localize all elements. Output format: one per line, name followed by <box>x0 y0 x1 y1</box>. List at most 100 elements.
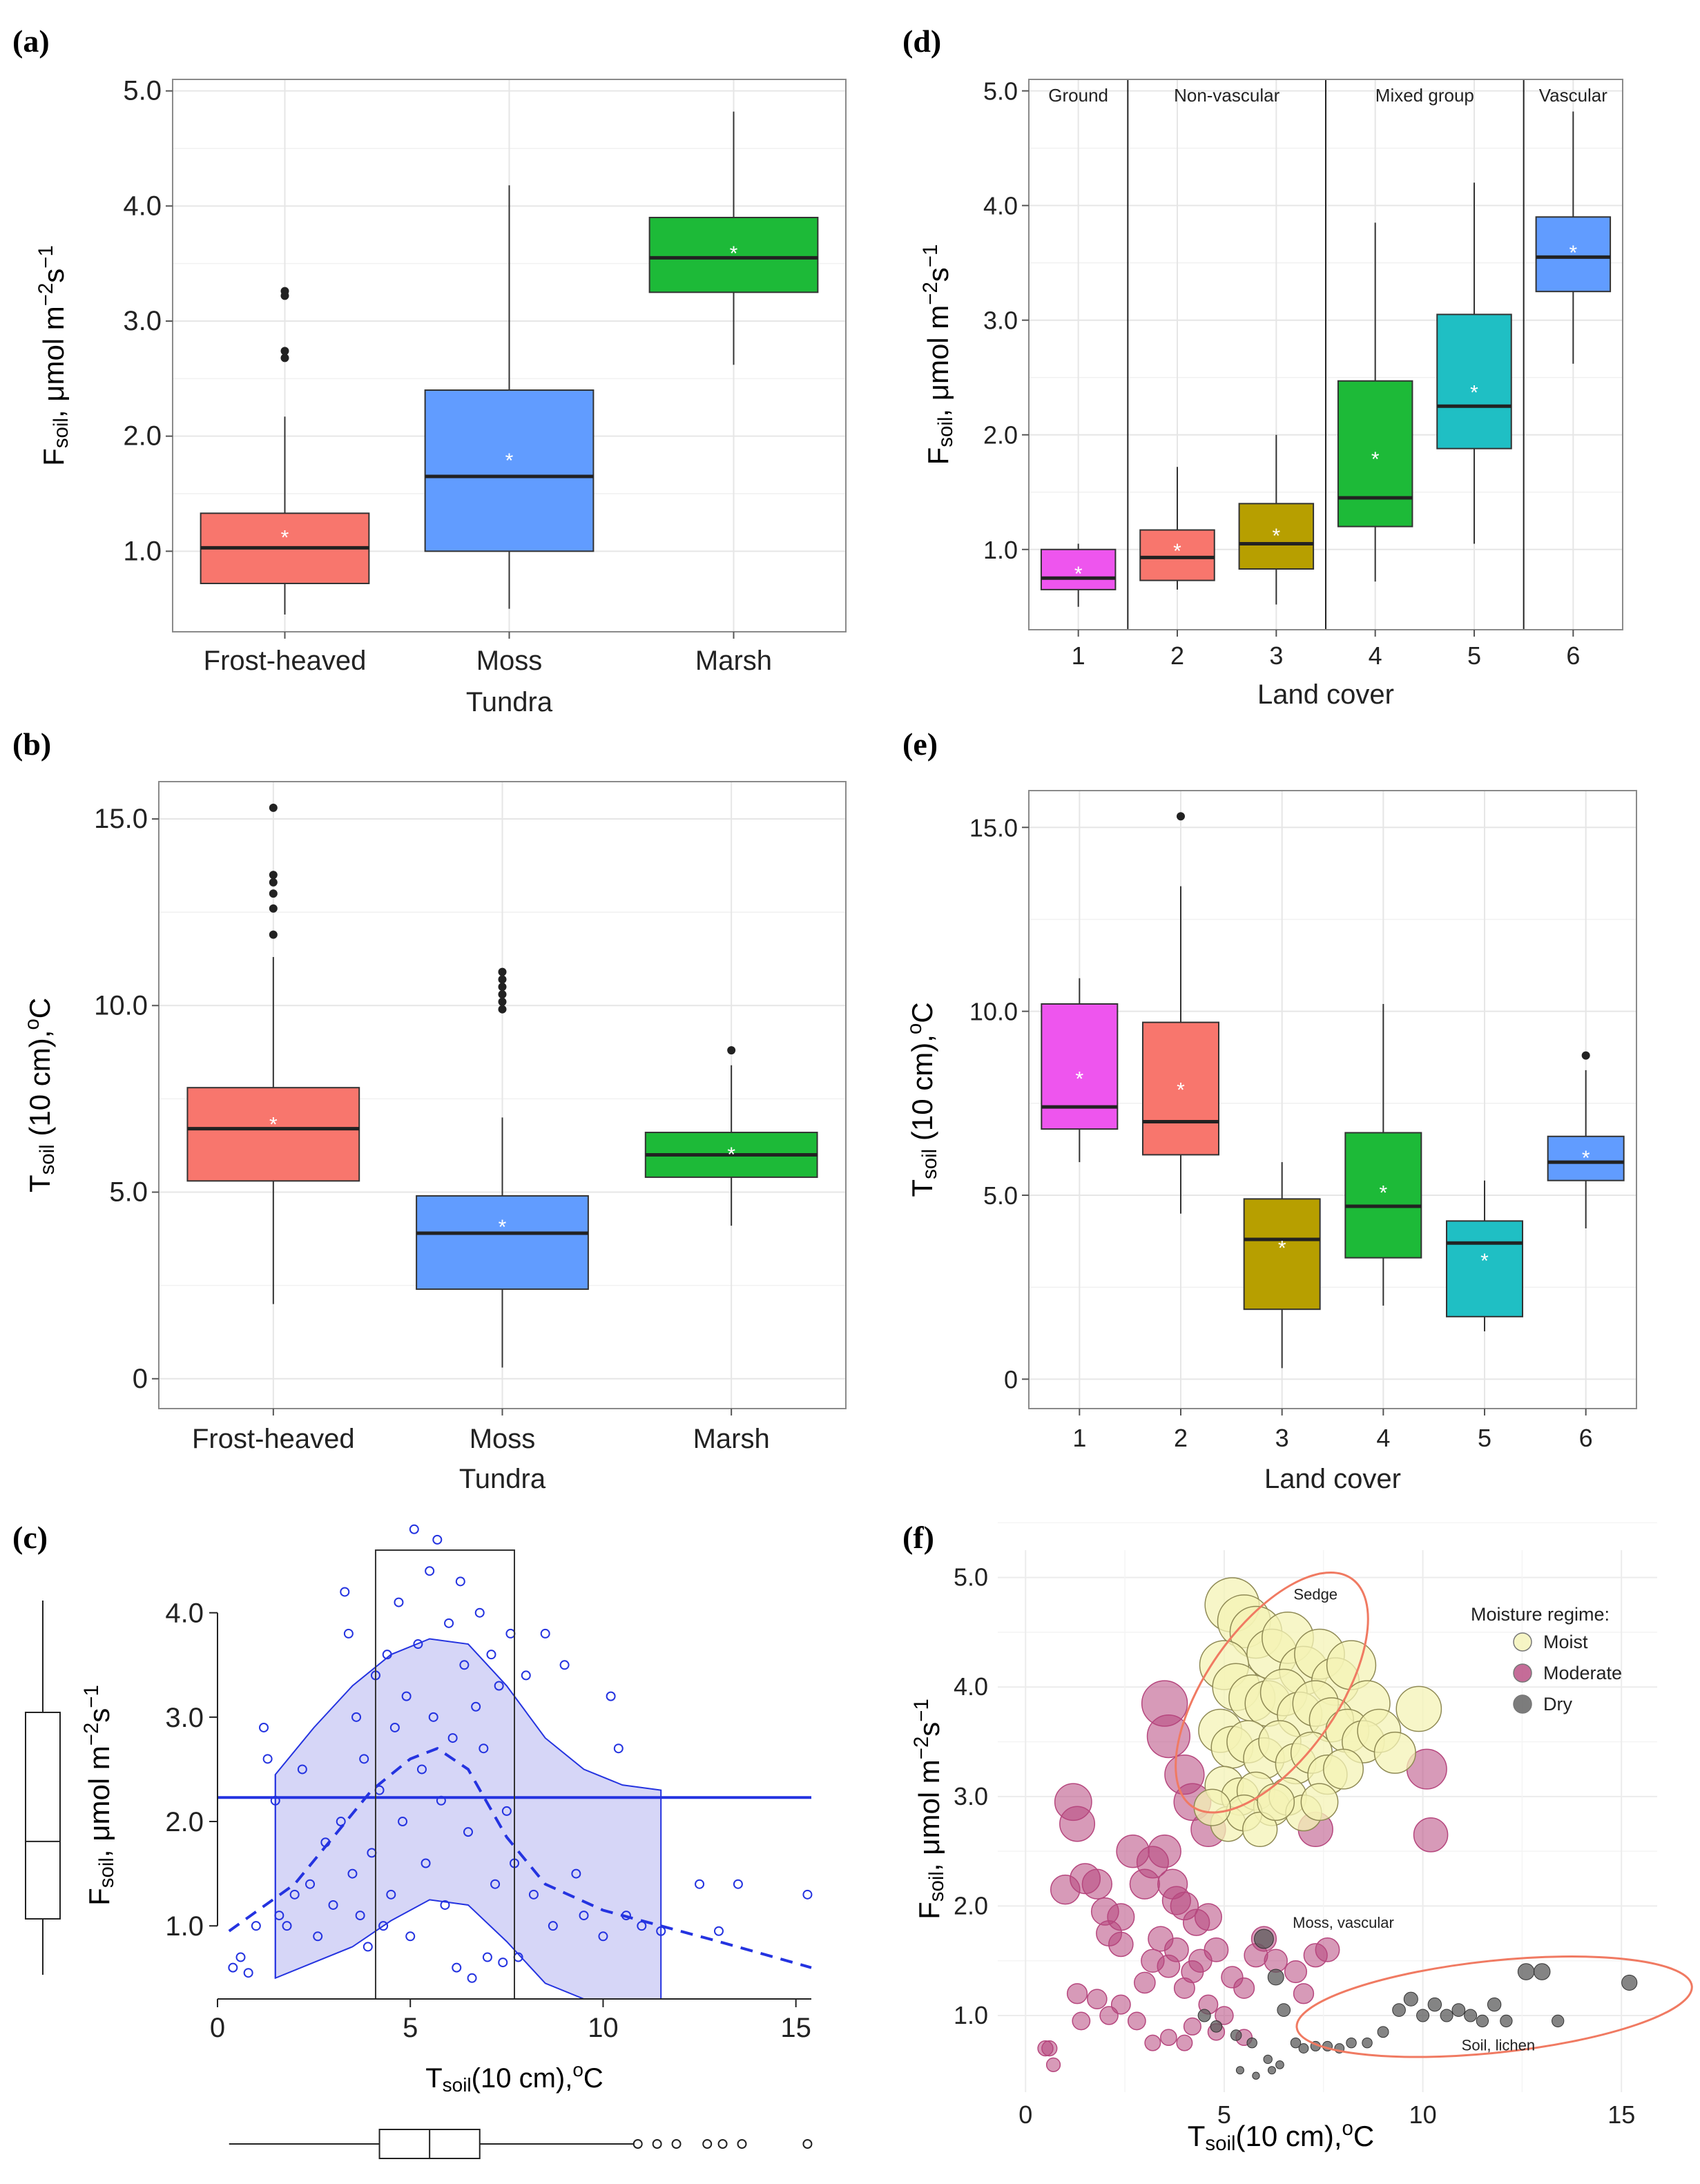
data-point <box>235 1952 246 1962</box>
annotation-label: Sedge <box>1293 1585 1337 1603</box>
bubble-dry <box>1197 2009 1211 2022</box>
bubble-moderate <box>1087 1989 1108 2010</box>
outlier-point <box>269 930 278 939</box>
data-point <box>528 1889 539 1900</box>
data-point <box>579 1911 589 1921</box>
panel-f: (f) Sedge Moss, vascular Soil, lichen Moist… <box>902 1520 1693 2155</box>
bubble-moderate <box>1204 1937 1229 1962</box>
data-point <box>274 1911 284 1921</box>
y-tick-label: 3.0 <box>165 1703 204 1733</box>
outlier-point <box>269 878 278 887</box>
outlier-point <box>1177 812 1185 821</box>
outlier-point <box>280 347 289 356</box>
data-point <box>328 1900 338 1910</box>
outlier-point <box>727 1046 736 1055</box>
mean-marker: * <box>1075 1068 1083 1091</box>
x-tick-label: Marsh <box>695 646 772 676</box>
x-axis-title: Tundra <box>459 1464 546 1494</box>
y-tick-label: 3.0 <box>123 306 162 336</box>
bubble-moist <box>1300 1783 1339 1821</box>
box-1 <box>1040 548 1117 590</box>
data-point <box>389 1722 400 1732</box>
label-part: T <box>23 1175 56 1192</box>
bubble-moderate <box>1045 2057 1061 2072</box>
chart-a: * * * 1.0 2.0 3.0 4.0 5.0 Frost-heaved Moss Marsh T… <box>35 76 847 717</box>
label-part: C <box>1353 2120 1374 2152</box>
mean-marker: * <box>269 1114 278 1137</box>
data-point <box>521 1670 531 1681</box>
x-tick-label: 2 <box>1174 1424 1188 1452</box>
box-moss <box>424 389 595 552</box>
bubble-dry <box>1267 2066 1276 2075</box>
marginal-x-outlier <box>737 2139 747 2149</box>
marginal-x-outlier <box>802 2139 813 2149</box>
x-tick-label: 5 <box>1478 1424 1491 1452</box>
label-part: F <box>37 448 70 466</box>
data-point <box>440 1900 450 1910</box>
y-tick-label: 0 <box>1004 1365 1018 1393</box>
y-tick-label: 5.0 <box>109 1177 148 1208</box>
data-point <box>398 1817 408 1827</box>
label-part: s <box>37 269 70 283</box>
legend-label: Moderate <box>1543 1663 1622 1683</box>
box-frost-heaved <box>186 1087 360 1182</box>
label-part: o <box>903 1023 926 1034</box>
y-tick-label: 2.0 <box>123 421 162 452</box>
y-tick-label: 0 <box>133 1364 148 1394</box>
bubble-moderate <box>1284 1960 1308 1984</box>
y-axis-title: Fsoil, μmol m−2s−1 <box>910 1699 948 1920</box>
data-point <box>713 1926 724 1936</box>
y-axis-title: Fsoil, μmol m−2s−1 <box>35 245 73 466</box>
bubble-moist <box>1323 1748 1364 1790</box>
bubble-moderate <box>1413 1817 1449 1853</box>
x-tick-label: 5 <box>1467 641 1481 670</box>
box-2 <box>1142 1021 1219 1156</box>
data-point <box>606 1691 616 1701</box>
panel-a: (a) * * * 1.0 2.0 3.0 4.0 5.0 Frost-heaved Moss Ma… <box>12 23 847 717</box>
outlier-point <box>269 889 278 898</box>
y-tick-label: 1.0 <box>123 536 162 566</box>
group-label: Ground <box>1048 85 1108 106</box>
box-3 <box>1243 1198 1321 1311</box>
marginal-x-outlier <box>702 2139 713 2149</box>
y-tick-label: 15.0 <box>94 804 148 834</box>
y-axis-title: Fsoil, μmol m−2s−1 <box>80 1685 118 1906</box>
x-tick-label: 0 <box>210 2013 225 2043</box>
outlier-point <box>269 904 278 913</box>
legend-swatch <box>1513 1694 1532 1714</box>
x-axis-title: Tsoil(10 cm),oC <box>425 2059 603 2096</box>
data-point <box>559 1660 570 1670</box>
data-point <box>409 1524 419 1534</box>
bubble-dry <box>1487 1997 1502 2012</box>
data-point <box>262 1754 273 1764</box>
data-point <box>432 1534 443 1545</box>
data-point <box>548 1921 558 1931</box>
label-part: C <box>23 998 56 1018</box>
data-point <box>428 1712 438 1722</box>
label-part: −2 <box>35 283 57 307</box>
y-tick-label: 5.0 <box>123 76 162 106</box>
data-point <box>405 1931 416 1942</box>
x-tick-label: Moss <box>476 646 543 676</box>
bubble-dry <box>1517 1963 1535 1980</box>
legend-swatch <box>1513 1632 1532 1652</box>
label-part: C <box>906 1002 938 1023</box>
label-part: s <box>922 267 954 282</box>
bubble-moderate <box>1129 1868 1161 1900</box>
data-point <box>467 1973 477 1983</box>
label-part: (10 cm), <box>472 2063 573 2094</box>
mean-marker: * <box>1480 1250 1489 1273</box>
mean-marker: * <box>1582 1147 1590 1170</box>
mean-marker: * <box>1278 1237 1286 1260</box>
bubble-dry <box>1552 2014 1565 2028</box>
y-axis-title: Tsoil (10 cm),oC <box>21 998 59 1192</box>
mean-marker: * <box>1569 242 1577 264</box>
bubble-dry <box>1267 1969 1284 1986</box>
x-tick-label: Frost-heaved <box>192 1424 355 1454</box>
legend-title: Moisture regime: <box>1471 1604 1610 1625</box>
label-part: −2 <box>919 282 942 305</box>
data-point <box>501 1806 512 1816</box>
data-point <box>259 1722 269 1732</box>
